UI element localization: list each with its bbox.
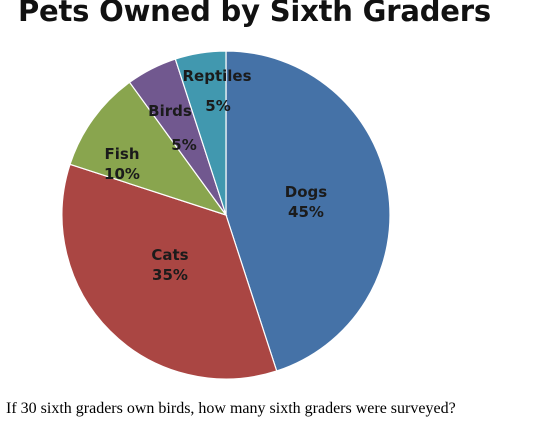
pie-slices xyxy=(61,50,391,380)
question-text: If 30 sixth graders own birds, how many … xyxy=(6,400,456,417)
slice-value-reptiles: 5% xyxy=(205,97,230,115)
slice-value-cats: 35% xyxy=(152,266,188,284)
chart-title: Pets Owned by Sixth Graders xyxy=(18,0,491,28)
slice-name-cats: Cats xyxy=(151,246,188,264)
slice-value-birds: 5% xyxy=(171,136,196,154)
slice-name-birds: Birds xyxy=(148,102,192,120)
slice-name-dogs: Dogs xyxy=(285,183,327,201)
slice-value-dogs: 45% xyxy=(288,203,324,221)
pie-chart: Dogs 45% Cats 35% Fish 10% Birds 5% Reptiles 5% xyxy=(61,50,391,380)
slice-name-fish: Fish xyxy=(105,145,140,163)
pie-slice-fish xyxy=(69,81,228,217)
slice-value-fish: 10% xyxy=(104,165,140,183)
pie-slice-dogs xyxy=(225,50,391,372)
pie-slice-cats xyxy=(61,163,278,380)
pie-labels: Dogs 45% Cats 35% Fish 10% Birds 5% Reptiles 5% xyxy=(104,67,327,284)
pie-slice-reptiles xyxy=(174,50,227,216)
slice-name-reptiles: Reptiles xyxy=(182,67,251,85)
